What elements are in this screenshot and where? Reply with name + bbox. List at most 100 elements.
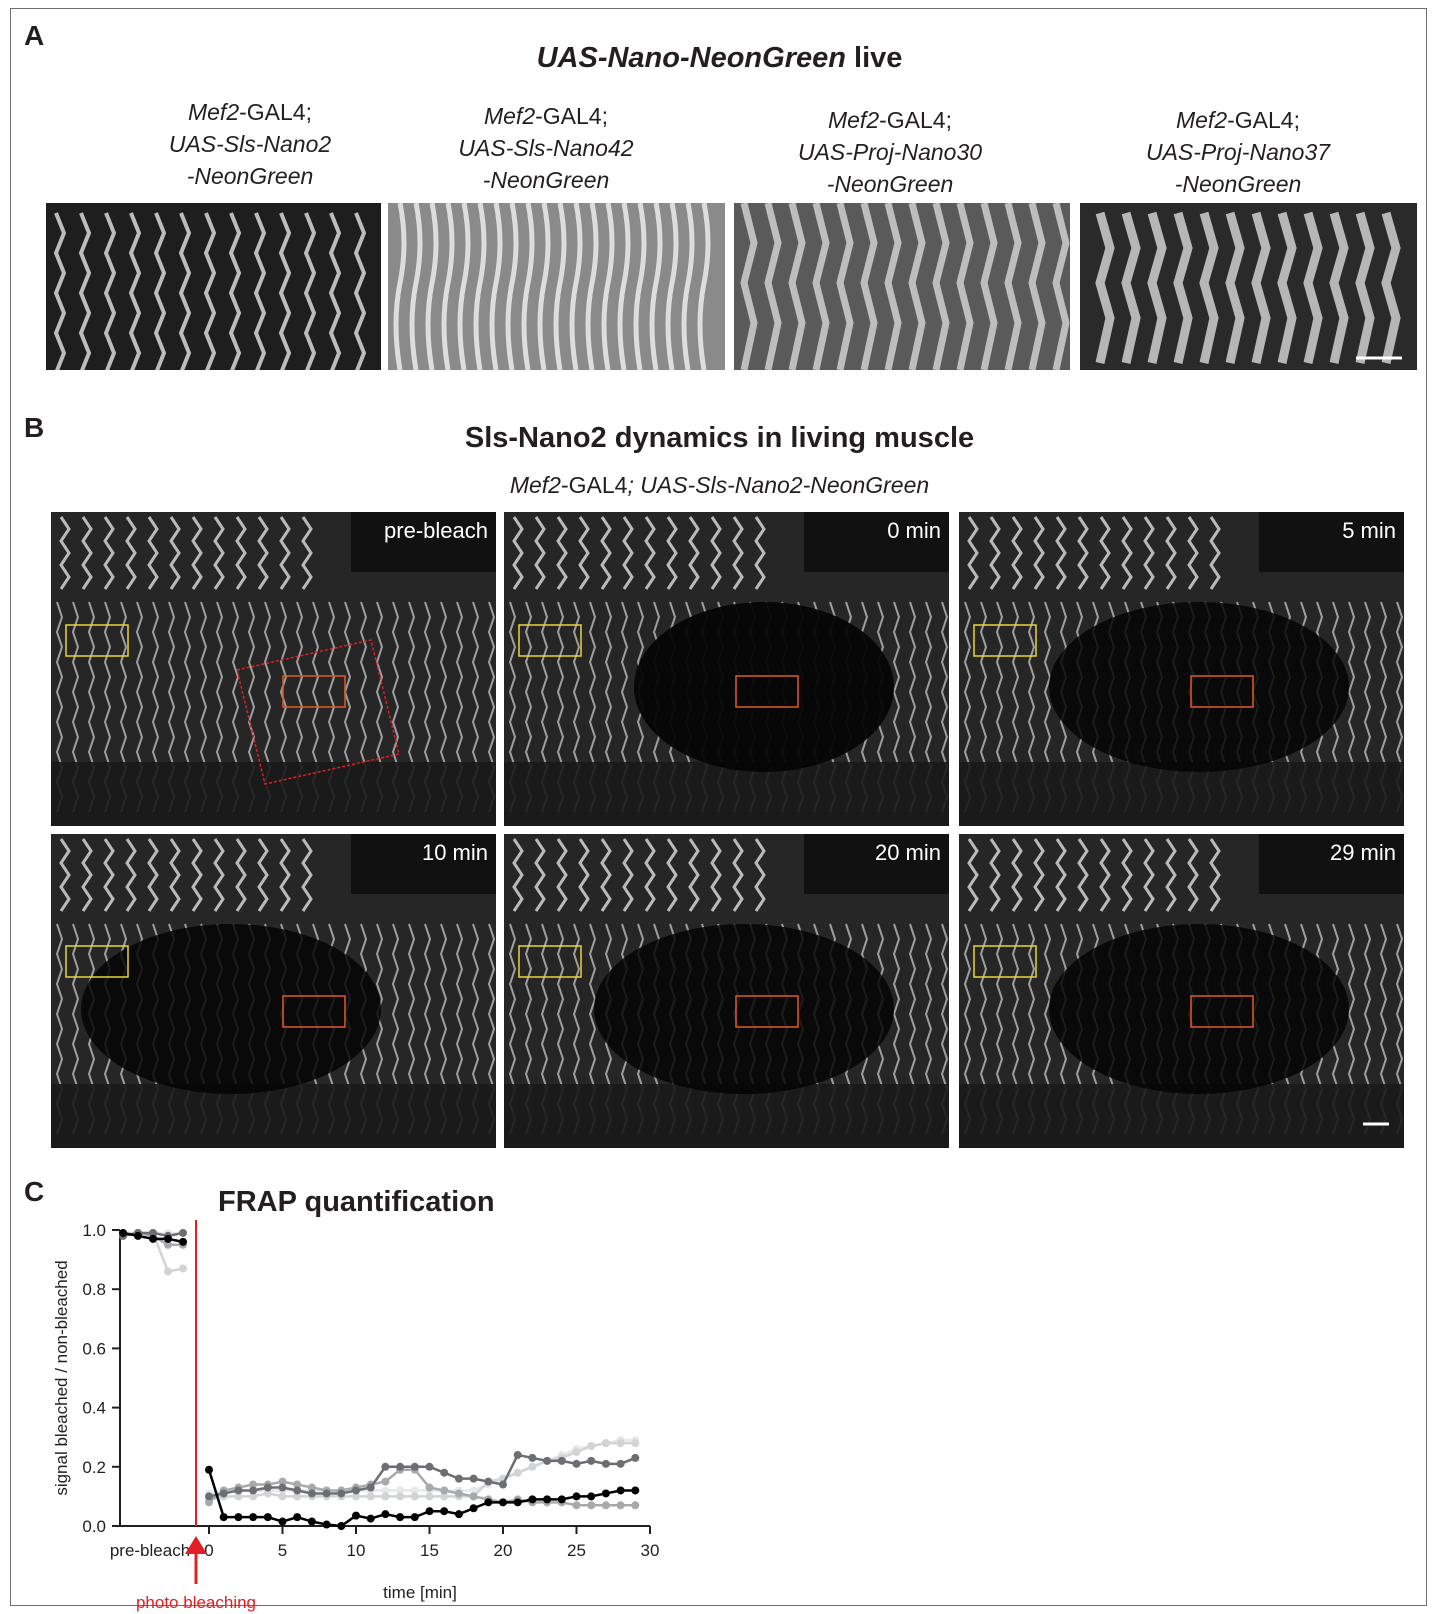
series-point [263, 1483, 272, 1492]
x-tick-label: 5 [278, 1541, 287, 1560]
y-axis-label: signal bleached / non-bleached [52, 1260, 71, 1495]
series-point [396, 1462, 405, 1471]
frap-frame-2: 0 min [504, 512, 949, 826]
series-point-pre [149, 1234, 157, 1243]
series-point [396, 1513, 405, 1522]
frap-frame-timepoint-label: pre-bleach [384, 518, 488, 543]
series-point-pre [134, 1231, 142, 1240]
series-point [631, 1486, 640, 1495]
micrograph-proj-nano37 [1080, 203, 1417, 370]
series-point [572, 1492, 581, 1501]
series-point [513, 1468, 522, 1477]
series-point [587, 1501, 596, 1510]
series-point [587, 1492, 596, 1501]
frap-frame-image [51, 512, 496, 826]
series-point [307, 1483, 316, 1492]
series-point [616, 1439, 625, 1448]
construct-2-driver: Mef2 [483, 103, 536, 129]
panel-letter-c: C [24, 1176, 45, 1207]
series-point [396, 1492, 405, 1501]
pre-bleach-label: pre-bleach [110, 1541, 190, 1560]
series-point [293, 1492, 302, 1501]
series-point [484, 1477, 493, 1486]
series-point [425, 1462, 434, 1471]
series-point [616, 1486, 625, 1495]
series-point [601, 1439, 610, 1448]
series-point [601, 1459, 610, 1468]
series-point [440, 1507, 449, 1516]
series-point [469, 1504, 478, 1513]
series-point [587, 1442, 596, 1451]
construct-label-4: Mef2-GAL4; UAS-Proj-Nano37 -NeonGreen [1088, 104, 1388, 200]
series-point [528, 1453, 537, 1462]
y-tick-label: 0.8 [82, 1280, 106, 1299]
series-point [543, 1495, 552, 1504]
series-point-pre [179, 1237, 187, 1246]
series-point [381, 1486, 390, 1495]
series-point [249, 1480, 258, 1489]
series-point [572, 1459, 581, 1468]
series-point [396, 1486, 405, 1495]
series-point [543, 1456, 552, 1465]
series-point-pre [164, 1267, 172, 1276]
construct-4-driver: Mef2 [1175, 107, 1228, 133]
series-point [234, 1486, 243, 1495]
panel-letter-a: A [24, 20, 45, 51]
series-point [337, 1489, 346, 1498]
figure-frame [10, 8, 1427, 1606]
series-point [278, 1517, 287, 1526]
x-tick-label: 10 [347, 1541, 366, 1560]
construct-3-tag: -NeonGreen [826, 171, 954, 197]
construct-3-driver: Mef2 [827, 107, 880, 133]
frap-frame-5: 20 min [504, 834, 949, 1148]
construct-3-name: UAS-Proj-Nano30 [797, 139, 983, 165]
x-axis-label: time [min] [383, 1583, 457, 1602]
construct-2-tag: -NeonGreen [482, 167, 610, 193]
series-point [528, 1462, 537, 1471]
series-point [219, 1513, 228, 1522]
panel-letter-b: B [24, 412, 45, 443]
series-point [454, 1474, 463, 1483]
x-tick-label: 0 [204, 1541, 213, 1560]
series-point [425, 1492, 434, 1501]
series-point [469, 1474, 478, 1483]
construct-label-3: Mef2-GAL4; UAS-Proj-Nano30 -NeonGreen [740, 104, 1040, 200]
micrograph-sls-nano2 [46, 203, 381, 370]
micrograph-sls-nano42-stripes [388, 203, 725, 370]
series-point [381, 1477, 390, 1486]
series-point [249, 1486, 258, 1495]
frap-frame-timepoint-label: 29 min [1329, 840, 1396, 865]
series-point [263, 1489, 272, 1498]
construct-4-driver-rest: -GAL4; [1227, 107, 1300, 133]
panel-a-title-rest: live [845, 42, 903, 74]
micrograph-proj-nano37-stripes [1080, 203, 1417, 370]
x-tick-label: 30 [641, 1541, 660, 1560]
series-point [410, 1486, 419, 1495]
y-tick-label: 0.2 [82, 1458, 106, 1477]
series-point [249, 1513, 258, 1522]
series-point [601, 1489, 610, 1498]
construct-label-1: Mef2-GAL4; UAS-Sls-Nano2 -NeonGreen [100, 96, 400, 192]
series-point [631, 1439, 640, 1448]
series-point [631, 1501, 640, 1510]
construct-1-tag: -NeonGreen [186, 163, 314, 189]
series-point [381, 1492, 390, 1501]
frap-frame-timepoint-label: 0 min [887, 518, 941, 543]
series-point-pre [149, 1228, 157, 1237]
panel-b-genotype: Mef2-GAL4; UAS-Sls-Nano2-NeonGreen [0, 472, 1439, 499]
series-point [410, 1513, 419, 1522]
y-tick-label: 0.4 [82, 1399, 106, 1418]
series-point [278, 1492, 287, 1501]
series-point [249, 1492, 258, 1501]
series-point [293, 1480, 302, 1489]
frap-frame-image [504, 512, 949, 826]
frap-frame-4: 10 min [51, 834, 496, 1148]
series-point [616, 1501, 625, 1510]
frap-frame-image [959, 512, 1404, 826]
y-tick-label: 0.0 [82, 1517, 106, 1536]
series-point [528, 1495, 537, 1504]
series-point [293, 1513, 302, 1522]
series-point [366, 1492, 375, 1501]
series-point [572, 1501, 581, 1510]
frap-frame-image [959, 834, 1404, 1148]
